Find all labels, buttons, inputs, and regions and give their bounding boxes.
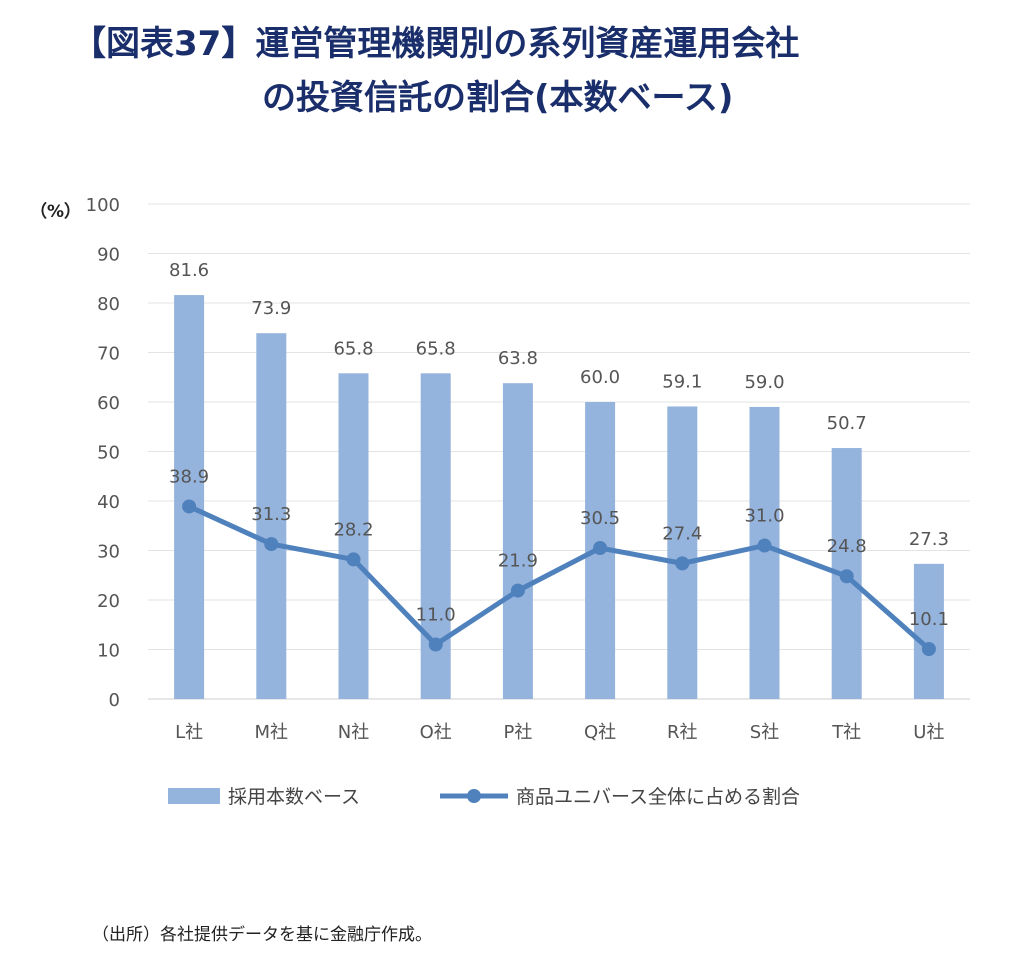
line-point-O社	[428, 637, 443, 652]
line-value-label: 11.0	[416, 605, 456, 626]
line-point-P社	[510, 583, 525, 598]
line-point-U社	[921, 642, 936, 657]
bar-value-label: 27.3	[909, 529, 949, 550]
bar-value-label: 81.6	[169, 260, 209, 281]
line-point-S社	[757, 538, 772, 553]
y-tick-label: 50	[97, 443, 120, 464]
legend-label-line: 商品ユニバース全体に占める割合	[516, 786, 800, 808]
line-point-R社	[675, 556, 690, 571]
y-tick-label: 100	[86, 195, 120, 216]
bar-value-label: 50.7	[827, 413, 867, 434]
bar-S社	[749, 406, 780, 699]
bar-value-label: 60.0	[580, 367, 620, 388]
x-tick-label: S社	[750, 722, 779, 743]
x-tick-label: O社	[420, 722, 452, 743]
line-point-L社	[182, 499, 197, 514]
bar-P社	[502, 383, 533, 699]
line-value-label: 27.4	[662, 523, 702, 544]
x-tick-label: P社	[503, 722, 532, 743]
x-tick-label: N社	[338, 722, 369, 743]
y-tick-label: 20	[97, 591, 120, 612]
line-value-label: 28.2	[333, 519, 373, 540]
bar-R社	[667, 406, 698, 699]
x-tick-label: L社	[175, 722, 203, 743]
line-point-T社	[839, 569, 854, 584]
line-value-label: 10.1	[909, 609, 949, 630]
y-tick-label: 10	[97, 641, 120, 662]
bar-value-label: 65.8	[416, 338, 456, 359]
bar-value-label: 59.1	[662, 371, 702, 392]
legend-marker-line	[467, 789, 481, 803]
bar-value-label: 73.9	[251, 298, 291, 319]
y-tick-label: 40	[97, 492, 120, 513]
bar-value-label: 59.0	[744, 372, 784, 393]
source-note: （出所）各社提供データを基に金融庁作成。	[92, 925, 432, 945]
x-tick-label: Q社	[584, 722, 616, 743]
bar-L社	[174, 295, 205, 699]
y-tick-label: 0	[109, 690, 120, 711]
line-value-label: 38.9	[169, 466, 209, 487]
bar-value-label: 65.8	[333, 338, 373, 359]
y-tick-label: 80	[97, 294, 120, 315]
x-tick-label: R社	[667, 722, 698, 743]
chart-title-line-1: 【図表37】運営管理機関別の系列資産運用会社	[72, 24, 800, 64]
line-value-label: 31.0	[744, 506, 784, 527]
chart-title-line-2: の投資信託の割合(本数ベース)	[262, 78, 734, 118]
y-tick-label: 60	[97, 393, 120, 414]
y-axis-label: （%）	[30, 201, 81, 222]
line-series	[188, 504, 931, 651]
legend-swatch-bar	[168, 788, 220, 804]
y-tick-label: 30	[97, 542, 120, 563]
bar-M社	[256, 333, 287, 699]
x-tick-label: T社	[831, 722, 861, 743]
line-point-M社	[264, 537, 279, 552]
x-tick-label: M社	[255, 722, 289, 743]
bar-value-label: 63.8	[498, 348, 538, 369]
line-value-label: 24.8	[827, 536, 867, 557]
line-point-Q社	[593, 541, 608, 556]
bar-N社	[338, 373, 369, 699]
legend-label-bar: 採用本数ベース	[228, 786, 360, 808]
y-tick-label: 90	[97, 245, 120, 266]
bar-U社	[913, 563, 944, 699]
line-point-N社	[346, 552, 361, 567]
y-tick-label: 70	[97, 344, 120, 365]
line-value-label: 21.9	[498, 551, 538, 572]
line-value-label: 30.5	[580, 508, 620, 529]
line-value-label: 31.3	[251, 504, 291, 525]
x-tick-label: U社	[913, 722, 944, 743]
